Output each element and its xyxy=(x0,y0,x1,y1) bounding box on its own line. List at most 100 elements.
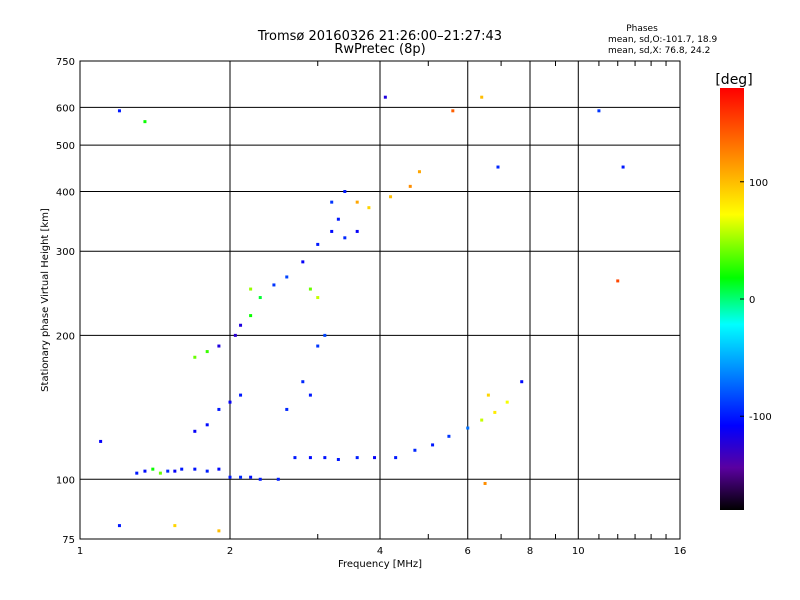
colorbar-ticks: 100 0 -100 xyxy=(740,178,772,423)
data-point xyxy=(621,165,625,169)
colorbar-tick-label: 0 xyxy=(749,295,755,306)
data-point xyxy=(293,456,297,460)
data-point xyxy=(217,529,221,533)
data-point xyxy=(483,481,487,485)
data-point xyxy=(180,467,184,471)
data-point xyxy=(316,344,320,348)
data-point xyxy=(389,195,393,199)
data-point xyxy=(249,475,253,479)
data-point xyxy=(496,165,500,169)
data-point xyxy=(239,323,243,327)
data-point xyxy=(308,393,312,397)
x-axis-label: Frequency [MHz] xyxy=(338,559,422,570)
data-point xyxy=(249,287,253,291)
data-point xyxy=(323,333,327,337)
data-point xyxy=(323,456,327,460)
data-point xyxy=(285,407,289,411)
data-point xyxy=(217,407,221,411)
data-point xyxy=(99,439,103,443)
colorbar-tick-label: -100 xyxy=(749,412,772,423)
data-point xyxy=(239,393,243,397)
data-point xyxy=(413,448,417,452)
data-point xyxy=(343,189,347,193)
data-point xyxy=(383,95,387,99)
y-tick-label: 200 xyxy=(56,331,75,342)
data-point xyxy=(330,229,334,233)
data-point xyxy=(493,410,497,414)
data-point xyxy=(205,423,209,427)
data-point xyxy=(173,469,177,473)
data-point xyxy=(301,380,305,384)
y-tick-label: 75 xyxy=(62,535,75,546)
data-point xyxy=(217,467,221,471)
data-point xyxy=(143,120,147,124)
data-point xyxy=(336,217,340,221)
data-point xyxy=(505,400,509,404)
colorbar-tick-label: 100 xyxy=(749,178,768,189)
data-point xyxy=(597,109,601,113)
data-point xyxy=(336,457,340,461)
data-point xyxy=(258,296,262,300)
data-point xyxy=(117,109,121,113)
data-points xyxy=(99,95,625,533)
data-point xyxy=(431,443,435,447)
data-point xyxy=(308,287,312,291)
x-axis: 1 2 4 6 8 10 16 xyxy=(77,61,686,557)
data-point xyxy=(367,206,371,210)
data-point xyxy=(355,229,359,233)
data-point xyxy=(158,471,162,475)
data-point xyxy=(193,467,197,471)
x-tick-label: 10 xyxy=(572,546,585,557)
y-tick-label: 400 xyxy=(56,187,75,198)
data-point xyxy=(301,260,305,264)
data-point xyxy=(258,477,262,481)
data-point xyxy=(166,469,170,473)
data-point xyxy=(193,429,197,433)
y-tick-label: 600 xyxy=(56,103,75,114)
data-point xyxy=(408,184,412,188)
data-point xyxy=(394,456,398,460)
phases-title: Phases xyxy=(626,24,658,34)
data-point xyxy=(205,469,209,473)
y-tick-label: 750 xyxy=(56,57,75,68)
x-tick-label: 8 xyxy=(527,546,533,557)
data-point xyxy=(151,467,155,471)
data-point xyxy=(249,314,253,318)
data-point xyxy=(308,456,312,460)
y-tick-label: 300 xyxy=(56,247,75,258)
data-point xyxy=(451,109,455,113)
data-point xyxy=(355,200,359,204)
data-point xyxy=(173,524,177,528)
data-point xyxy=(466,426,470,430)
phases-o-stat: mean, sd,O:-101.7, 18.9 xyxy=(608,35,718,45)
data-point xyxy=(355,456,359,460)
data-point xyxy=(316,242,320,246)
x-tick-label: 4 xyxy=(377,546,383,557)
data-point xyxy=(330,200,334,204)
phases-x-stat: mean, sd,X: 76.8, 24.2 xyxy=(608,46,710,56)
data-point xyxy=(228,400,232,404)
data-point xyxy=(135,471,139,475)
data-point xyxy=(143,469,147,473)
data-point xyxy=(233,333,237,337)
data-point xyxy=(520,380,524,384)
data-point xyxy=(480,418,484,422)
x-tick-label: 1 xyxy=(77,546,83,557)
data-point xyxy=(486,393,490,397)
grid-lines xyxy=(80,61,680,539)
data-point xyxy=(272,283,276,287)
data-point xyxy=(276,477,280,481)
data-point xyxy=(417,170,421,174)
data-point xyxy=(205,350,209,354)
data-point xyxy=(447,434,451,438)
data-point xyxy=(217,344,221,348)
plot-frame xyxy=(79,60,681,540)
y-tick-label: 100 xyxy=(56,475,75,486)
data-point xyxy=(343,236,347,240)
colorbar-label: [deg] xyxy=(715,72,752,88)
x-tick-label: 6 xyxy=(465,546,471,557)
data-point xyxy=(117,524,121,528)
data-point xyxy=(373,456,377,460)
y-tick-label: 500 xyxy=(56,141,75,152)
